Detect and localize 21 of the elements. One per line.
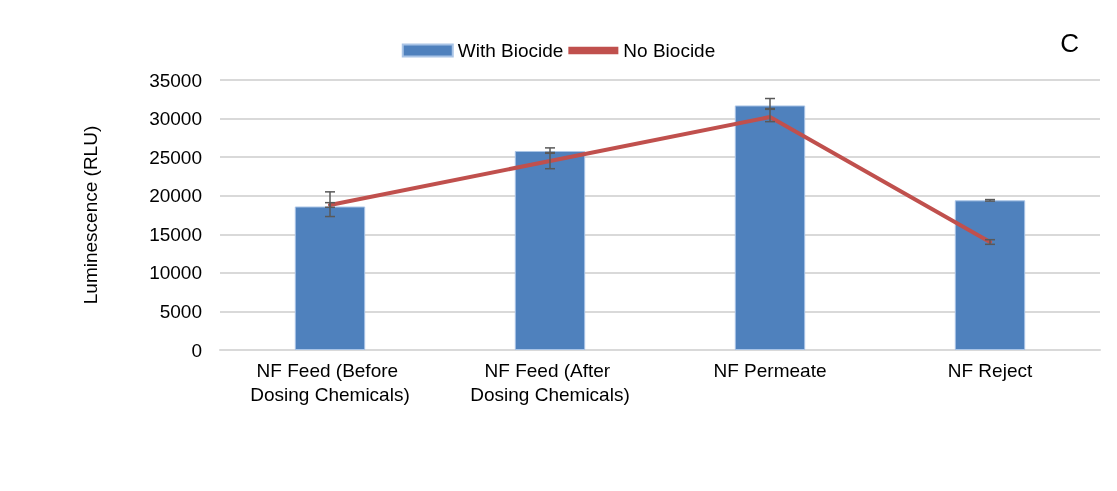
y-tick-label: 10000 xyxy=(149,262,202,284)
y-tick-label: 20000 xyxy=(149,185,202,207)
bar xyxy=(734,105,806,350)
y-axis-title: Luminescence (RLU) xyxy=(80,125,101,305)
line-series xyxy=(328,115,992,244)
x-tick-label: NF Feed (After Dosing Chemicals) xyxy=(470,359,630,405)
y-tick-label: 30000 xyxy=(149,108,202,130)
y-tick-label: 5000 xyxy=(159,300,202,322)
y-tick-label: 35000 xyxy=(149,69,202,91)
bar xyxy=(514,150,586,350)
y-tick-label: 15000 xyxy=(149,223,202,245)
x-tick-label: NF Feed (Before Dosing Chemicals) xyxy=(250,359,410,405)
bar xyxy=(294,206,366,350)
legend-label: With Biocide xyxy=(457,40,564,61)
legend-label: No Biocide xyxy=(623,40,716,61)
y-tick-label: 25000 xyxy=(149,146,202,168)
y-tick-label: 0 xyxy=(191,339,202,361)
text: C xyxy=(1060,28,1079,58)
x-tick-label: NF Reject xyxy=(947,359,1033,381)
bar xyxy=(954,200,1026,350)
x-tick-label: NF Permeate xyxy=(713,359,827,381)
